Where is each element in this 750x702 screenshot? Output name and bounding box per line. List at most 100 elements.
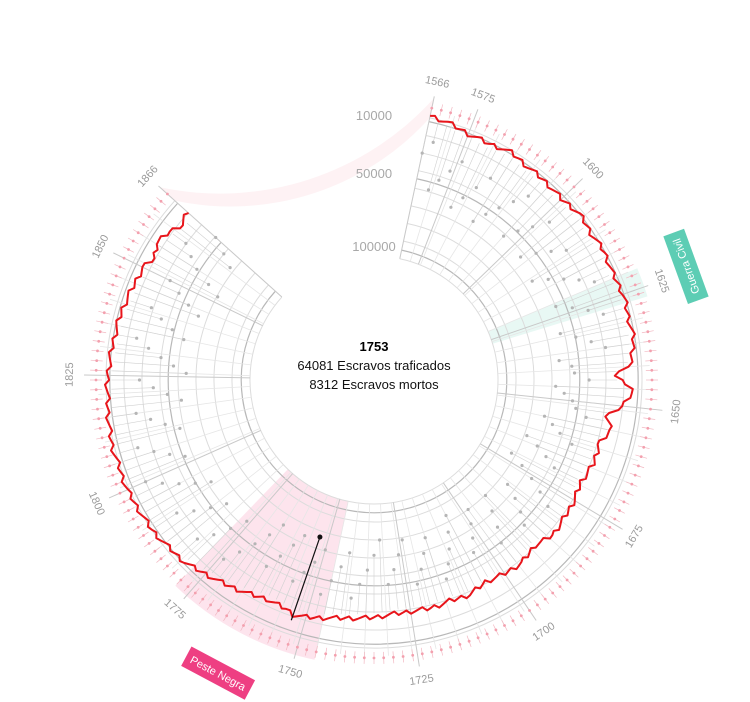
death-stem [501,542,517,562]
rim-dot [637,464,640,468]
death-dot [499,541,503,545]
radial-spoke [497,365,650,374]
rim-dot [136,525,140,529]
radial-spoke [472,454,595,547]
death-dot [530,279,534,283]
radial-spoke [380,503,389,656]
rim-dot [646,426,650,430]
rim-dot [159,199,163,203]
death-stem [513,176,534,202]
rim-dot [94,378,98,382]
rim-dot [122,500,126,504]
death-stem [357,584,361,615]
rim-dot [147,542,151,545]
death-stem [398,554,407,609]
rim-dot [142,534,145,537]
rim-dot [343,655,347,658]
rim-dot [111,473,115,477]
death-dot [195,267,199,271]
death-dot [466,507,470,512]
death-stem [283,580,294,604]
radial-spoke [127,254,264,325]
death-stem [323,580,332,614]
death-dot [513,496,517,500]
rim-dot [618,509,621,512]
death-stem [235,534,270,585]
annotation-tag-1: Peste Negra [181,646,256,700]
rim-dot [411,653,415,657]
death-dot [520,463,524,468]
death-dot [216,295,220,299]
death-stem [172,233,187,244]
death-stem [432,122,439,143]
death-stem [158,255,209,285]
rim-dot [166,192,169,196]
rim-dot [277,639,281,643]
rim-dot [430,106,434,110]
rim-dot [127,509,130,512]
death-stem [130,481,146,489]
death-dot [437,178,441,182]
rim-dot [439,108,443,112]
death-dot [495,525,500,529]
death-dot [584,415,588,419]
rim-dot [98,426,102,430]
death-dot [179,398,183,402]
ring-label-1: 50000 [356,166,392,181]
death-stem [180,538,198,554]
death-dot [137,378,142,382]
death-stem [524,524,539,540]
death-stem [548,250,599,280]
rim-dot [98,330,102,334]
death-dot [589,340,593,344]
death-stem [123,317,173,331]
center-year: 1753 [360,339,389,354]
radial-spoke [484,435,621,506]
death-dot [228,266,232,270]
radial-spoke [104,407,254,443]
death-dot [601,312,605,316]
death-dot [574,335,578,339]
death-stem [450,143,480,208]
death-dot [207,282,211,287]
death-dot [168,279,172,283]
death-stem [146,268,171,281]
death-dot [170,328,174,332]
rim-dot [95,359,99,362]
rim-dot [476,120,480,124]
death-dot [447,547,451,551]
death-dot [431,140,435,144]
rim-dot [649,359,653,362]
rim-dot [131,239,135,243]
death-stem [476,150,497,188]
rim-dot [511,137,515,141]
death-dot [339,565,343,569]
death-stem [591,334,629,342]
death-dot [422,551,426,556]
center-trafficked: 64081 Escravos traficados [297,358,451,373]
radial-spoke [292,498,339,645]
rim-dot [642,445,646,449]
death-dot [222,557,226,561]
rim-dot [528,609,531,612]
rim-dot [131,517,135,521]
death-stem [462,147,488,198]
rim-dot [476,636,480,640]
death-stem [605,343,630,348]
death-dot [136,446,140,450]
death-stem [121,451,155,463]
rim-dot [565,178,569,182]
death-dot [168,452,172,456]
radial-spoke [409,115,456,262]
rim-dot [372,656,376,660]
death-dot [149,417,153,421]
death-stem [461,139,472,162]
data-dots [94,106,654,660]
radial-spoke [497,394,648,415]
rim-dot [449,645,452,649]
death-dot [183,454,187,458]
rim-dot [551,165,555,169]
death-stem [563,258,603,280]
death-stem [142,276,180,294]
major-spoke [462,178,583,295]
